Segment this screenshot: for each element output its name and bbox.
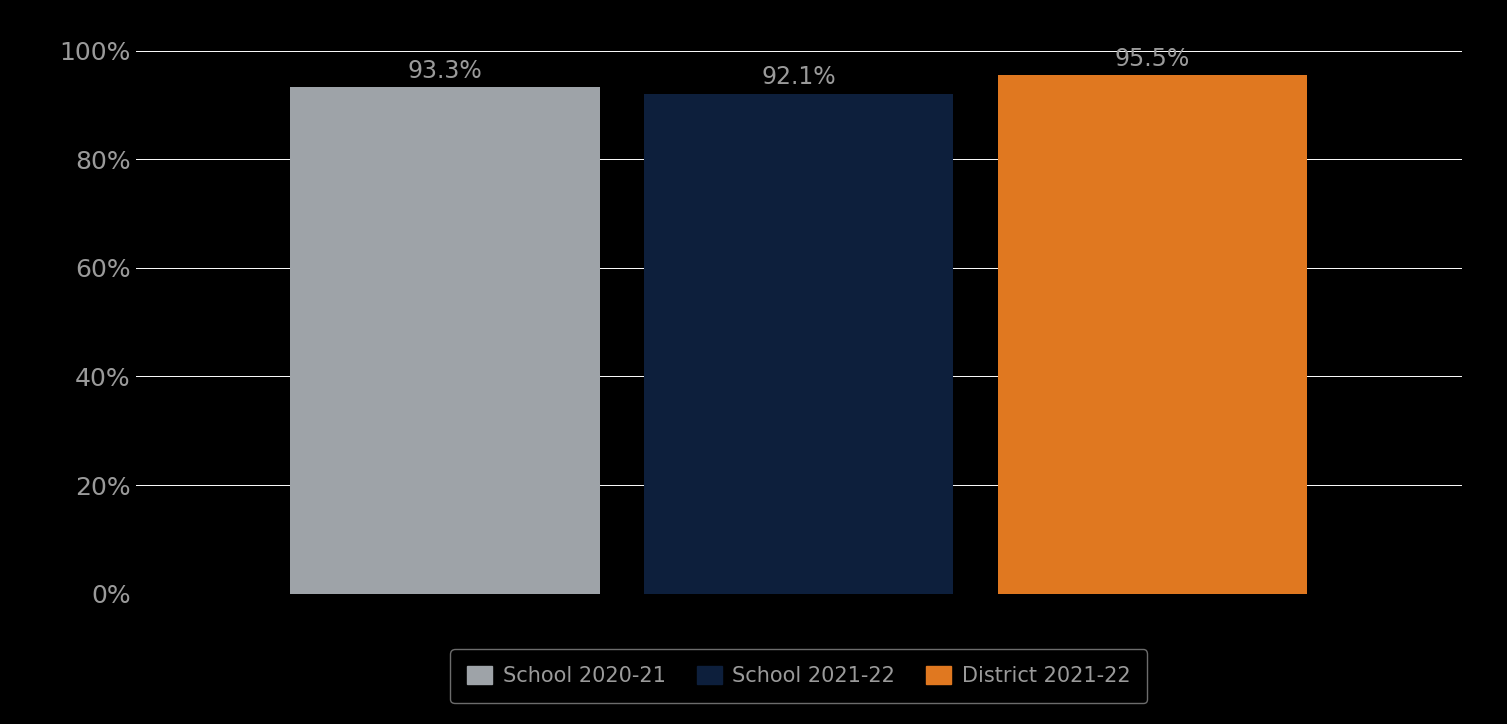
Text: 93.3%: 93.3% [408,59,482,83]
Bar [998,75,1307,594]
Bar [643,93,954,594]
Text: 92.1%: 92.1% [761,65,836,89]
Legend: School 2020-21, School 2021-22, District 2021-22: School 2020-21, School 2021-22, District… [451,649,1147,703]
Bar [291,87,600,594]
Text: 95.5%: 95.5% [1115,47,1191,71]
